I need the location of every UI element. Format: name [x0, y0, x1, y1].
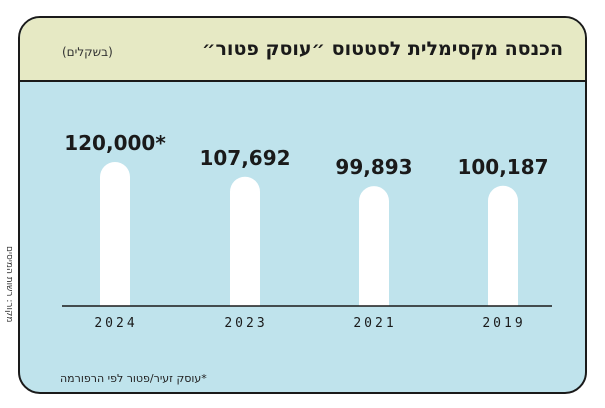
bar-2023 — [230, 176, 260, 306]
chart-title: הכנסה מקסימלית לסטטוס ״עוסק פטור״ — [202, 38, 563, 60]
data-label-2019: 100,187 — [457, 155, 548, 179]
chart-header: הכנסה מקסימלית לסטטוס ״עוסק פטור״ (בשקלי… — [20, 18, 585, 82]
x-tick-label-2021: 2021 — [353, 316, 396, 331]
x-tick-label-2024: 2024 — [94, 316, 137, 331]
data-label-2023: 107,692 — [199, 146, 290, 170]
bar-2024 — [100, 162, 130, 306]
x-tick-label-2023: 2023 — [224, 316, 267, 331]
bar-2019 — [488, 185, 518, 306]
bar-2021 — [359, 186, 389, 306]
data-label-2021: 99,893 — [335, 155, 412, 179]
data-label-2024: 120,000* — [64, 131, 166, 155]
chart-subtitle: (בשקלים) — [62, 45, 113, 59]
source-note: מקור: רשות המיסים — [4, 246, 14, 323]
x-tick-label-2019: 2019 — [482, 316, 525, 331]
footnote: *עוסק זעיר/פטור לפי הרפורמה — [60, 372, 207, 385]
